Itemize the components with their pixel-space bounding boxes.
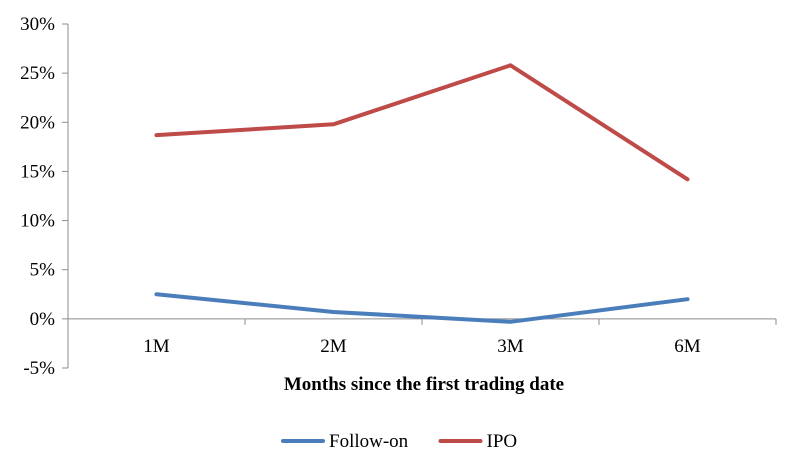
- series-line-ipo: [154, 63, 690, 182]
- legend-label: IPO: [487, 431, 518, 452]
- series-line-follow-on: [154, 292, 690, 324]
- y-tick-label: 10%: [20, 211, 55, 232]
- legend: Follow-on IPO: [281, 431, 518, 452]
- x-tick-label: 6M: [674, 336, 701, 357]
- legend-label: Follow-on: [329, 431, 409, 452]
- y-tick-label: 20%: [20, 112, 55, 133]
- x-tick-label: 1M: [143, 336, 170, 357]
- y-tick-label: 15%: [20, 161, 55, 182]
- x-axis: 1M 2M 3M 6M: [67, 318, 777, 357]
- x-tick-label: 3M: [497, 336, 524, 357]
- y-tick-label: -5%: [23, 358, 55, 379]
- x-axis-title: Months since the first trading date: [284, 374, 564, 395]
- y-tick-label: 0%: [30, 309, 56, 330]
- y-axis: -5% 0% 5% 10% 15% 20% 25% 30%: [20, 14, 69, 379]
- x-tick-label: 2M: [320, 336, 347, 357]
- series-lines: [154, 63, 690, 324]
- y-tick-label: 5%: [30, 260, 56, 281]
- y-tick-label: 30%: [20, 14, 55, 35]
- y-tick-label: 25%: [20, 63, 55, 84]
